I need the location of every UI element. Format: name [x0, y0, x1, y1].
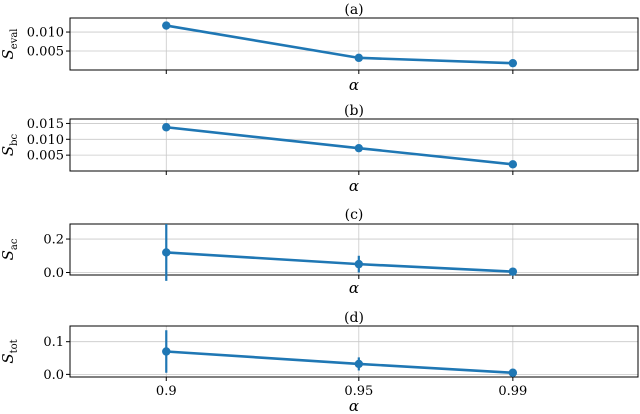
y-axis-label: Sbc [0, 133, 20, 156]
data-point [162, 123, 171, 132]
y-axis-label: Sac [0, 238, 20, 260]
x-axis-label: α [349, 279, 359, 297]
panel-title: (c) [345, 207, 364, 223]
data-point [508, 160, 518, 169]
x-axis-label: α [349, 76, 359, 94]
y-axis-label-subscript: ac [9, 238, 20, 250]
y-tick-label: 0.0 [43, 368, 64, 383]
data-point [508, 368, 518, 377]
series-line [166, 251, 513, 273]
panel-title: (d) [344, 310, 364, 326]
x-axis-label: α [349, 397, 359, 414]
y-axis-label-main: S [0, 49, 17, 59]
y-tick-label: 0.005 [27, 45, 64, 60]
data-point [354, 359, 364, 369]
data-point [354, 53, 364, 63]
y-tick-label: 0.010 [27, 26, 64, 41]
y-tick-label: 0.010 [27, 133, 64, 148]
y-tick-label: 0.0 [43, 266, 64, 281]
series-line [166, 125, 513, 166]
y-tick-label: 0.005 [27, 149, 64, 164]
panel-4: 0.9 0.95 0.99 0.0 0.1 (d) α Stot [0, 310, 639, 414]
panel-1: 0.005 0.010 (a) α Seval [0, 2, 639, 94]
x-tick-label: 0.9 [156, 384, 177, 399]
axes-frame [69, 118, 639, 172]
axes-frame [69, 223, 639, 276]
data-point [508, 267, 518, 276]
data-point [162, 248, 171, 257]
axes-frame [69, 325, 639, 378]
data-point [354, 143, 364, 153]
y-axis-label-main: S [0, 353, 17, 363]
data-point [508, 58, 518, 68]
data-point [354, 259, 364, 269]
y-axis-label-subscript: tot [9, 339, 20, 353]
series-line [166, 350, 513, 375]
y-axis-label-subscript: bc [9, 133, 20, 145]
y-axis-label-main: S [0, 146, 17, 156]
y-axis-label: Seval [0, 28, 20, 59]
data-point [162, 21, 171, 30]
x-tick-label: 0.99 [498, 384, 527, 399]
y-tick-label: 0.015 [27, 117, 64, 132]
panel-3: 0.0 0.2 (c) α Sac [0, 207, 639, 297]
series-line [166, 24, 513, 65]
y-axis-label-subscript: eval [9, 28, 20, 49]
y-tick-label: 0.2 [43, 233, 64, 248]
panel-title: (b) [344, 103, 364, 119]
y-axis-label-main: S [0, 250, 17, 260]
y-axis-label: Stot [0, 339, 20, 363]
x-axis-label: α [349, 177, 359, 195]
x-tick-label: 0.95 [344, 384, 373, 399]
axes-frame [69, 17, 639, 71]
y-tick-label: 0.1 [43, 335, 64, 350]
data-point [162, 347, 171, 356]
panel-title: (a) [344, 2, 363, 18]
